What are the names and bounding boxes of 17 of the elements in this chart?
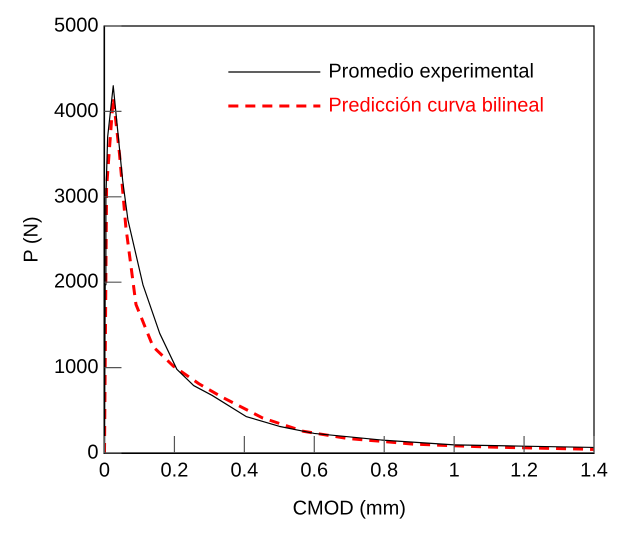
- y-tick-label: 5000: [54, 14, 98, 37]
- x-tick-label: 1.2: [510, 460, 538, 482]
- x-tick-label: 0.4: [230, 460, 258, 482]
- legend-label: Promedio experimental: [328, 60, 534, 83]
- x-tick-label: 1.4: [580, 460, 608, 482]
- y-tick-label: 4000: [54, 100, 98, 122]
- x-tick-label: 1: [448, 460, 460, 482]
- x-tick-label: 0.6: [300, 460, 328, 482]
- y-axis-title: P (N): [20, 216, 43, 263]
- x-tick-label: 0.8: [370, 460, 398, 482]
- legend-label: Predicción curva bilineal: [328, 94, 544, 117]
- x-tick-label: 0.2: [160, 460, 188, 482]
- y-tick-label: 2000: [54, 270, 98, 293]
- y-tick-label: 1000: [54, 356, 98, 378]
- y-tick-label: 0: [87, 442, 98, 464]
- y-tick-label: 3000: [54, 185, 98, 208]
- x-axis-title: CMOD (mm): [292, 498, 406, 520]
